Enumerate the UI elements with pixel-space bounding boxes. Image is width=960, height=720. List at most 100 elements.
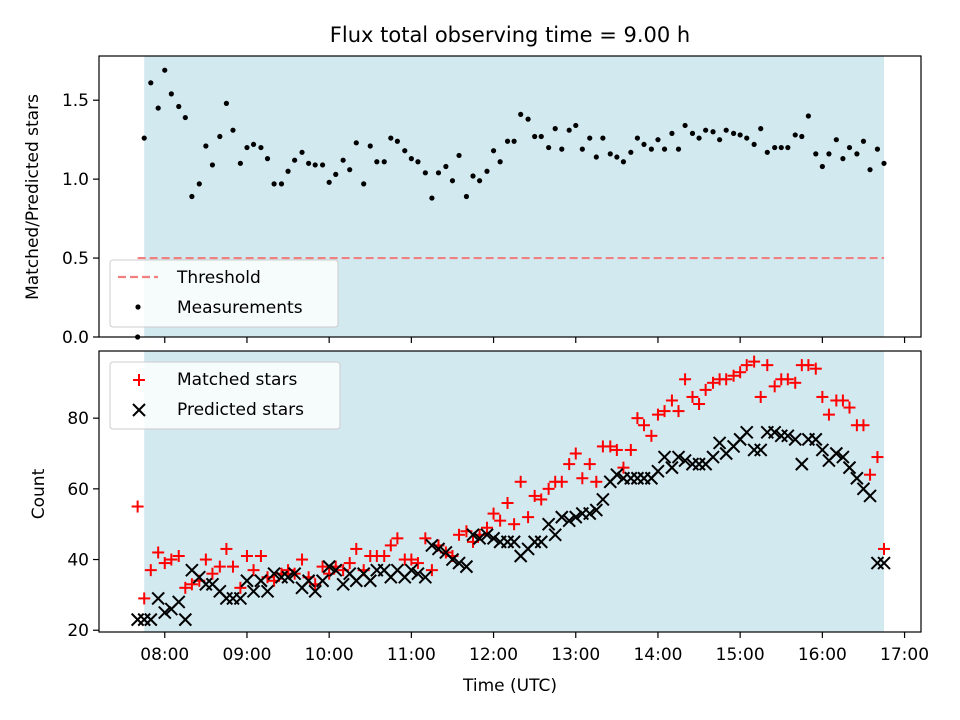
predicted-star-point-b: [336, 577, 350, 591]
matched-star-point: [254, 550, 267, 563]
predicted-star-point-b: [254, 574, 268, 588]
predicted-star-point: [404, 563, 419, 577]
predicted-star-point-b: [767, 425, 782, 440]
predicted-star-point-b: [452, 556, 466, 570]
predicted-star-point-b: [706, 450, 720, 464]
predicted-star-point-b: [678, 453, 692, 468]
measurement-point: [271, 181, 277, 187]
predicted-star-point-b: [322, 559, 336, 574]
predicted-star-point: [240, 574, 254, 588]
matched-star-point: [754, 390, 767, 403]
predicted-star-point-b: [130, 612, 145, 627]
measurement-point: [381, 159, 387, 165]
predicted-star-point-b: [363, 574, 377, 588]
predicted-star-point-b: [178, 612, 193, 627]
predicted-star-point-b: [870, 556, 885, 570]
measurement-point: [456, 152, 462, 159]
matched-star-point: [617, 461, 630, 474]
predicted-star-point-b: [260, 584, 275, 599]
predicted-star-point: [363, 574, 377, 588]
predicted-star-point: [486, 531, 501, 546]
measurement-point: [785, 144, 791, 151]
matched-star-point: [658, 405, 671, 418]
matched-star-point: [843, 401, 856, 414]
predicted-star-point: [692, 457, 706, 471]
matched-star-point: [131, 500, 144, 513]
predicted-star-point-b: [651, 464, 665, 478]
measurement-point: [223, 100, 230, 106]
bot-x-tick-label: 09:00: [222, 645, 271, 665]
predicted-star-point-b: [754, 443, 768, 457]
measurement-point: [874, 146, 881, 152]
predicted-star-point-b: [842, 460, 857, 475]
measurement-point: [552, 126, 558, 132]
predicted-star-point: [788, 432, 802, 447]
matched-star-point: [761, 359, 774, 372]
measurement-point: [176, 103, 182, 110]
matched-star-point: [781, 373, 794, 386]
predicted-star-point-b: [507, 535, 521, 549]
matched-star-point: [748, 355, 761, 368]
bottom-legend-predicted-label: Predicted stars: [177, 400, 304, 420]
predicted-star-point: [199, 577, 213, 591]
measurement-point: [846, 144, 853, 151]
matched-star-point: [185, 578, 198, 591]
predicted-star-point: [418, 570, 433, 584]
predicted-star-point: [548, 528, 562, 542]
measurement-point: [573, 122, 579, 129]
predicted-star-point-b: [315, 574, 330, 588]
matched-star-point: [296, 553, 309, 566]
predicted-star-point-b: [267, 566, 281, 581]
predicted-star-point-b: [144, 612, 158, 627]
predicted-star-point-b: [836, 450, 850, 464]
top-y-tick-label: 1.0: [62, 170, 89, 190]
predicted-star-point: [555, 510, 569, 524]
top-legend-measurements-label: Measurements: [177, 298, 303, 318]
measurement-point: [326, 179, 332, 185]
predicted-star-point: [809, 432, 823, 447]
predicted-star-point-b: [185, 563, 199, 577]
measurement-point: [819, 163, 825, 170]
matched-star-point: [514, 475, 527, 488]
predicted-star-point-b: [151, 591, 165, 606]
measurement-point: [422, 170, 428, 176]
measurement-point: [388, 135, 394, 141]
predicted-star-point-b: [774, 429, 788, 443]
predicted-star-point: [706, 450, 720, 464]
predicted-star-point-b: [192, 570, 206, 584]
predicted-star-point: [336, 577, 350, 591]
measurement-point: [648, 146, 654, 152]
measurement-point: [299, 149, 305, 155]
predicted-star-point: [144, 612, 158, 627]
predicted-star-point: [315, 574, 330, 588]
predicted-star-point: [665, 460, 679, 475]
measurement-point: [826, 151, 832, 157]
measurement-point: [758, 126, 764, 132]
predicted-star-point: [740, 425, 754, 440]
predicted-star-point-b: [137, 612, 151, 627]
measurement-point: [813, 151, 819, 157]
predicted-star-point: [842, 460, 857, 475]
predicted-star-point: [863, 489, 877, 503]
measurement-point: [189, 193, 195, 200]
matched-star-point: [836, 394, 849, 407]
matched-star-point: [707, 376, 720, 389]
predicted-star-point: [795, 457, 809, 471]
matched-star-point: [213, 560, 226, 573]
bottom-chart: 20 40 60 80 08:00 09:00 10:00 11:00 12:00 13:00 1…: [29, 350, 929, 696]
bottom-chart-y-axis: 20 40 60 80: [67, 409, 99, 641]
bottom-legend-matched-swatch: [133, 374, 145, 386]
measurement-point: [264, 156, 271, 162]
matched-star-point: [165, 553, 178, 566]
top-chart-title: Flux total observing time = 9.00 h: [330, 23, 690, 47]
predicted-star-point-b: [781, 429, 795, 443]
predicted-star-point-b: [246, 584, 261, 599]
bot-x-tick-label: 08:00: [140, 645, 189, 665]
predicted-star-point: [287, 566, 302, 581]
predicted-star-point: [781, 429, 795, 443]
bot-y-tick-label: 20: [67, 621, 89, 641]
predicted-star-point-b: [329, 563, 343, 577]
matched-star-point: [686, 390, 699, 403]
bot-y-tick-label: 40: [67, 551, 89, 571]
predicted-star-point-b: [205, 577, 220, 591]
